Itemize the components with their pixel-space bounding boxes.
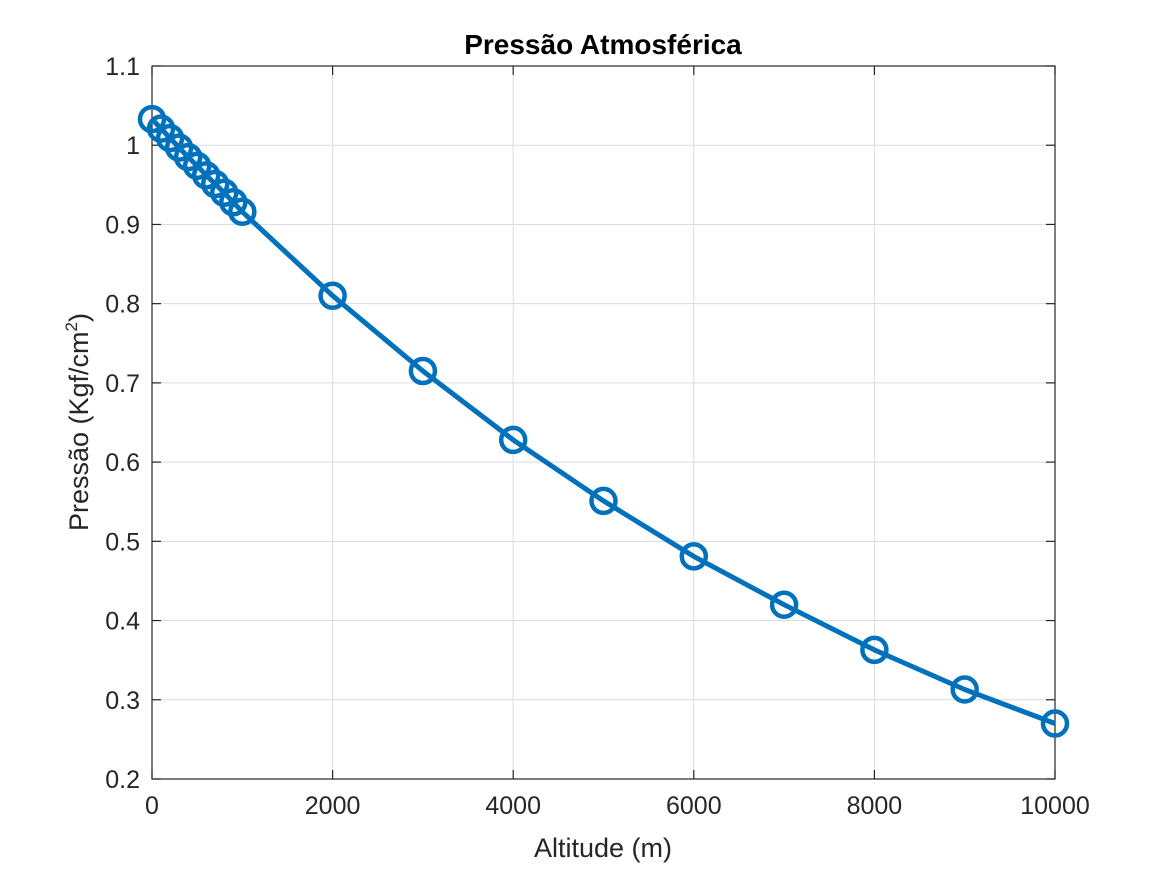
data-point-marker <box>1040 709 1070 738</box>
chart-title: Pressão Atmosférica <box>464 29 742 60</box>
data-point-marker <box>318 281 347 310</box>
x-tick-label: 10000 <box>1020 792 1090 820</box>
y-tick-label: 0.2 <box>105 766 140 794</box>
data-point-marker <box>191 161 221 190</box>
x-tick-label: 6000 <box>666 792 722 820</box>
y-axis-label: Pressão (Kgf/cm2) <box>62 313 94 531</box>
y-tick-label: 0.7 <box>105 370 140 398</box>
tick-marks <box>151 65 1056 780</box>
data-point-marker <box>173 142 203 172</box>
data-point-marker <box>679 542 709 571</box>
data-point-marker <box>498 425 528 455</box>
data-point-marker <box>589 486 618 516</box>
y-tick-label: 0.6 <box>105 449 140 477</box>
data-point-marker <box>200 169 230 199</box>
x-tick-label: 2000 <box>305 792 361 820</box>
x-tick-label: 0 <box>145 792 159 820</box>
y-axis-label-close: ) <box>64 313 94 322</box>
data-point-marker <box>860 635 889 665</box>
x-axis-label: Altitude (m) <box>534 833 672 863</box>
y-tick-labels: 0.2 0.3 0.4 0.5 0.6 0.7 0.8 0.9 1 1.1 <box>105 53 140 794</box>
y-tick-label: 0.8 <box>105 291 140 319</box>
y-tick-label: 1 <box>126 132 140 160</box>
x-tick-labels: 0 2000 4000 6000 8000 10000 <box>145 792 1090 820</box>
y-tick-label: 0.9 <box>105 211 140 239</box>
plot-area <box>152 66 1055 779</box>
axes-box <box>151 65 1056 780</box>
y-tick-label: 0.3 <box>105 687 140 715</box>
y-axis-label-superscript: 2 <box>62 322 81 331</box>
series-layer <box>137 104 1070 738</box>
y-tick-label: 0.5 <box>105 528 140 556</box>
data-point-marker <box>950 675 979 704</box>
y-tick-label: 1.1 <box>105 53 140 81</box>
data-point-marker <box>408 356 438 386</box>
x-tick-label: 8000 <box>847 792 903 820</box>
y-tick-label: 0.4 <box>105 608 140 636</box>
data-point-marker <box>228 197 257 227</box>
x-tick-label: 4000 <box>485 792 541 820</box>
data-point-marker <box>769 590 799 619</box>
y-axis-label-main: Pressão (Kgf/cm <box>64 331 94 531</box>
